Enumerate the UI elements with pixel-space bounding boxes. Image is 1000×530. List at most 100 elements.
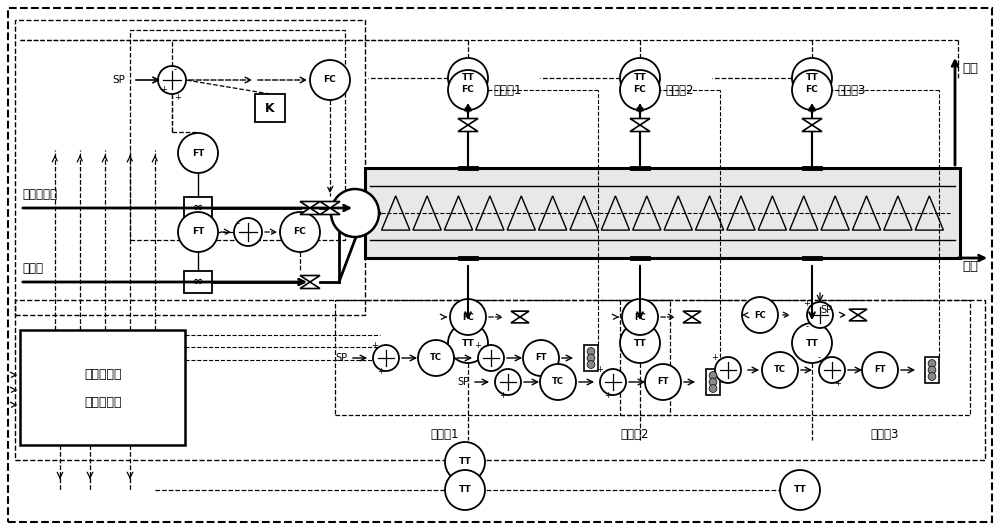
Circle shape (928, 366, 936, 374)
Text: FC: FC (462, 85, 474, 94)
Polygon shape (802, 119, 822, 125)
Circle shape (709, 372, 717, 379)
Text: FC: FC (324, 75, 336, 84)
Text: 冷冻水1: 冷冻水1 (430, 428, 458, 441)
Circle shape (158, 66, 186, 94)
Text: 冷冻水2: 冷冻水2 (620, 428, 648, 441)
Bar (184, 197, 212, 219)
Bar (20, 330, 185, 445)
Circle shape (645, 364, 681, 400)
Circle shape (373, 345, 399, 371)
Circle shape (587, 354, 595, 362)
Circle shape (762, 352, 798, 388)
Circle shape (928, 359, 936, 367)
Polygon shape (458, 125, 478, 131)
Text: FC: FC (294, 227, 306, 236)
Text: SP: SP (112, 75, 125, 85)
Circle shape (540, 364, 576, 400)
Text: 气体: 气体 (962, 61, 978, 75)
Bar (184, 271, 212, 293)
Circle shape (792, 58, 832, 98)
Text: SP: SP (336, 353, 348, 363)
Circle shape (600, 369, 626, 395)
Text: FT: FT (192, 148, 204, 157)
Text: 冷冻水3: 冷冻水3 (870, 428, 898, 441)
Text: FT: FT (657, 377, 669, 386)
Text: +: + (175, 93, 181, 102)
Text: FC: FC (462, 313, 474, 322)
Text: TT: TT (462, 339, 474, 348)
Text: 异丁苯: 异丁苯 (22, 261, 43, 275)
Circle shape (715, 357, 741, 383)
Circle shape (178, 133, 218, 173)
Text: +: + (372, 341, 378, 350)
Circle shape (709, 385, 717, 392)
Text: +: + (475, 341, 481, 350)
Text: TT: TT (459, 485, 471, 494)
Circle shape (928, 373, 936, 381)
Circle shape (792, 323, 832, 363)
Polygon shape (511, 317, 529, 323)
Polygon shape (802, 125, 822, 131)
Text: +: + (161, 85, 167, 94)
Circle shape (780, 470, 820, 510)
Text: -: - (237, 219, 240, 228)
Text: 冷冻水1: 冷冻水1 (493, 84, 522, 96)
Circle shape (807, 302, 833, 328)
Text: 氯酮: 氯酮 (962, 260, 978, 272)
Text: TC: TC (774, 366, 786, 375)
Circle shape (445, 470, 485, 510)
Circle shape (495, 369, 521, 395)
Text: 酰氯络合物: 酰氯络合物 (22, 188, 57, 200)
Polygon shape (630, 125, 650, 131)
Text: K: K (265, 102, 275, 114)
Text: TT: TT (794, 485, 806, 494)
Polygon shape (630, 119, 650, 125)
Circle shape (862, 352, 898, 388)
Circle shape (620, 323, 660, 363)
Bar (365, 168, 960, 258)
Polygon shape (683, 311, 701, 317)
Polygon shape (849, 309, 867, 315)
Circle shape (448, 323, 488, 363)
Circle shape (620, 70, 660, 110)
Text: ∞: ∞ (193, 201, 203, 215)
Text: -: - (720, 378, 724, 387)
Text: FC: FC (754, 311, 766, 320)
Circle shape (445, 442, 485, 482)
Polygon shape (320, 208, 340, 215)
Text: TC: TC (552, 377, 564, 386)
Text: 测控制模块: 测控制模块 (84, 395, 122, 409)
Polygon shape (458, 119, 478, 125)
Text: -: - (496, 366, 498, 375)
Circle shape (331, 189, 379, 237)
Text: +: + (378, 367, 384, 375)
Polygon shape (849, 315, 867, 321)
Text: TT: TT (462, 74, 474, 83)
Bar (255, 94, 285, 122)
Circle shape (622, 299, 658, 335)
Text: FC: FC (634, 85, 646, 94)
Text: -: - (174, 66, 176, 75)
Polygon shape (300, 276, 320, 282)
Text: TT: TT (806, 74, 818, 83)
Circle shape (310, 60, 350, 100)
Circle shape (478, 345, 504, 371)
Circle shape (587, 360, 595, 368)
Polygon shape (300, 282, 320, 288)
Circle shape (448, 70, 488, 110)
Circle shape (742, 297, 778, 333)
Text: -: - (806, 322, 808, 331)
Polygon shape (320, 201, 340, 208)
Text: +: + (597, 366, 603, 375)
Text: TT: TT (634, 339, 646, 348)
Text: FT: FT (192, 227, 204, 236)
Text: ∞: ∞ (193, 276, 203, 288)
Circle shape (450, 299, 486, 335)
Text: +: + (835, 378, 841, 387)
Circle shape (587, 348, 595, 356)
Circle shape (448, 58, 488, 98)
Text: +: + (500, 391, 506, 400)
Polygon shape (300, 208, 320, 215)
Polygon shape (683, 317, 701, 323)
